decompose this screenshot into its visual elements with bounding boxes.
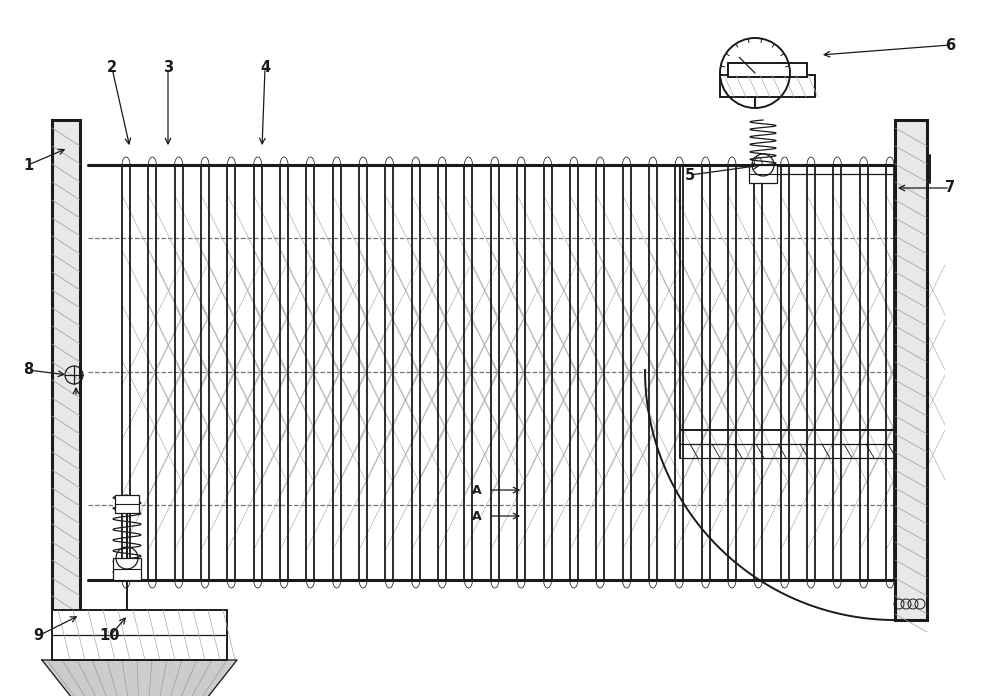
- Text: A: A: [472, 484, 482, 496]
- Polygon shape: [42, 660, 237, 696]
- Text: 8: 8: [23, 363, 33, 377]
- Bar: [749, 165, 777, 183]
- Bar: [728, 63, 807, 77]
- Text: A: A: [472, 509, 482, 523]
- Bar: [52, 120, 80, 620]
- Text: 10: 10: [100, 628, 120, 644]
- Bar: [113, 558, 141, 580]
- Bar: [720, 75, 815, 97]
- Text: 7: 7: [945, 180, 955, 196]
- Text: 9: 9: [33, 628, 43, 644]
- Bar: [52, 610, 227, 660]
- Text: 3: 3: [163, 61, 173, 75]
- Bar: [115, 495, 139, 513]
- Text: 1: 1: [23, 157, 33, 173]
- Text: 2: 2: [107, 61, 117, 75]
- Text: 4: 4: [260, 61, 270, 75]
- Text: 6: 6: [945, 38, 955, 52]
- Text: 5: 5: [685, 168, 695, 182]
- Bar: [895, 120, 927, 620]
